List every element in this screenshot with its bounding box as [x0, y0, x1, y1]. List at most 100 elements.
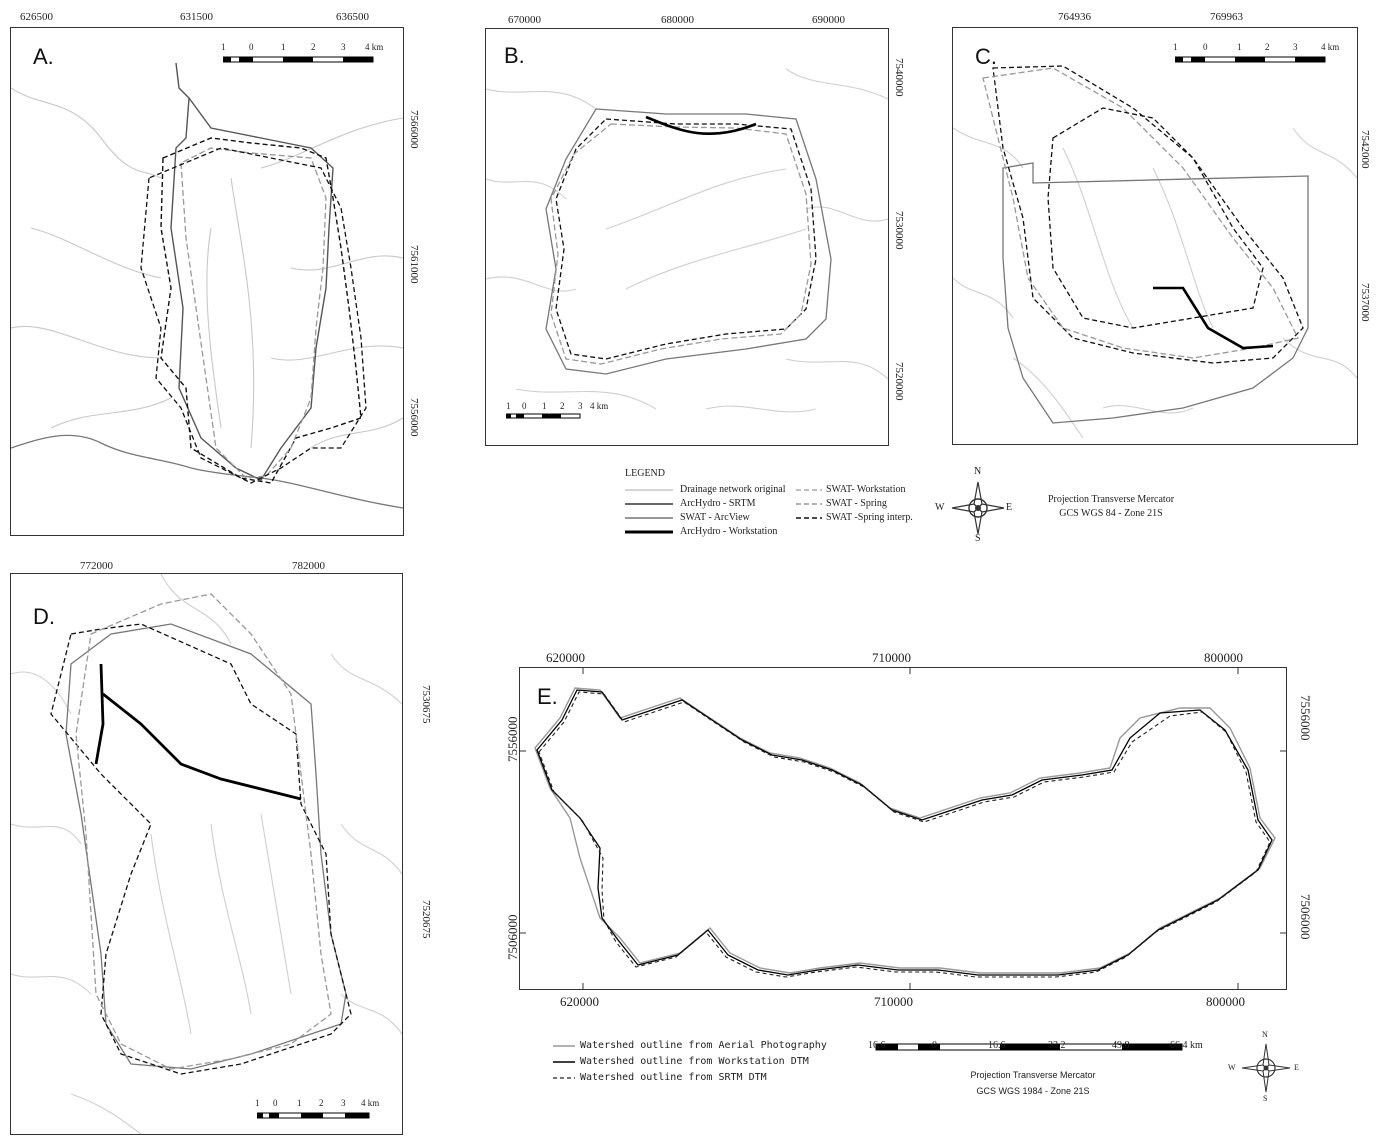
scale-bar-graphic — [1175, 56, 1326, 63]
scale-bar: 1 0 1 2 3 4 km — [1173, 42, 1345, 68]
swat-spring-interp-outline — [50, 623, 352, 1075]
panel-c-x-tick: 764936 — [1058, 11, 1091, 23]
panel-label: B. — [504, 43, 525, 68]
map-panel-d: D. 1 0 1 2 3 4 km — [10, 573, 403, 1135]
projection-line: Projection Transverse Mercator — [970, 1070, 1096, 1080]
swat-spring-outline — [140, 147, 367, 484]
map-panel-e: E. — [519, 667, 1287, 990]
scale-bar: 16.6 0 16.6 33.2 49.8 66.4 km — [868, 1040, 1203, 1051]
panel-a-y-tick: 7561000 — [408, 245, 420, 284]
panel-e-x-tick-bottom: 710000 — [874, 994, 913, 1009]
compass-rose-icon — [951, 481, 1005, 535]
panel-a-x-tick: 636500 — [336, 11, 369, 23]
archydro-workstation-outline — [94, 663, 302, 801]
swat-workstation-outline — [180, 147, 327, 479]
legend-item: Watershed outline from Aerial Photograph… — [580, 1040, 827, 1051]
panel-b-y-tick: 7530000 — [893, 211, 905, 250]
panel-a-y-tick: 7556000 — [408, 398, 420, 437]
swat-spring-interp-outline — [160, 137, 362, 484]
scale-bar: 1 0 1 2 3 4 km — [255, 1098, 397, 1124]
panel-c-y-tick: 7542000 — [1359, 130, 1371, 169]
swat-workstation-outline — [75, 593, 332, 1070]
legend-title: LEGEND — [625, 468, 665, 479]
legend-item: SWAT - Spring — [826, 498, 887, 509]
panel-b-y-tick: 7540000 — [893, 58, 905, 97]
drainage-network — [953, 127, 1357, 439]
panel-d-y-tick: 7530675 — [420, 685, 432, 724]
map-panel-a: A. 1 0 1 2 3 4 km — [10, 27, 404, 536]
map-e-canvas — [520, 668, 1286, 989]
scale-bar-graphic — [257, 1112, 370, 1119]
panel-a-y-tick: 7566000 — [408, 110, 420, 149]
panel-label: C. — [975, 44, 997, 69]
scale-bar-graphic — [506, 413, 581, 419]
graticule-ticks — [520, 668, 1286, 989]
panel-b-y-tick: 7520000 — [893, 362, 905, 401]
scale-bar-graphic — [223, 56, 374, 63]
swat-spring-interp-outline — [555, 118, 817, 360]
panel-d-x-tick: 782000 — [292, 560, 325, 572]
panel-d-y-tick: 7520675 — [420, 900, 432, 939]
compass-rose-icon — [1241, 1043, 1291, 1093]
panel-label: D. — [33, 604, 55, 629]
swat-arcview-outline — [545, 108, 832, 375]
swat-arcview-outline — [1002, 162, 1309, 424]
panel-e-x-tick-top: 800000 — [1204, 650, 1243, 665]
drainage-network — [11, 87, 403, 449]
legend-item: Watershed outline from Workstation DTM — [580, 1056, 809, 1067]
outline-aerial-photography — [534, 687, 1276, 974]
panel-e-y-tick-left: 7556000 — [505, 716, 520, 763]
map-a-canvas — [11, 62, 403, 509]
panel-a-x-tick: 631500 — [180, 11, 213, 23]
map-d-canvas — [11, 574, 402, 1134]
panel-b-x-tick: 670000 — [508, 14, 541, 26]
drainage-network — [486, 68, 888, 413]
scale-bar: 1 0 1 2 3 4 km — [506, 401, 616, 427]
map-panel-b: B. 1 0 1 2 3 4 km — [485, 28, 889, 446]
panel-e-x-tick-bottom: 800000 — [1206, 994, 1245, 1009]
drainage-network — [11, 574, 402, 1134]
legend-item: SWAT -Spring interp. — [826, 512, 913, 523]
legend-item: Drainage network original — [680, 484, 786, 495]
legend-item: SWAT- Workstation — [826, 484, 906, 495]
panel-e-y-tick-right: 7506000 — [1298, 894, 1313, 940]
outline-workstation-dtm — [536, 689, 1273, 976]
panel-c-y-tick: 7537000 — [1359, 283, 1371, 322]
swat-spring-interp-outline — [992, 65, 1304, 364]
panel-c-x-tick: 769963 — [1210, 11, 1243, 23]
swat-arcview-outline — [65, 623, 347, 1070]
legend-right-swatches — [796, 489, 822, 519]
legend-item: Watershed outline from SRTM DTM — [580, 1072, 767, 1083]
outline-srtm-dtm — [538, 691, 1271, 978]
swat-workstation-outline — [550, 123, 812, 365]
drainage-main-river — [11, 434, 403, 509]
map-panel-c: C. 1 0 1 2 3 4 km — [952, 27, 1358, 445]
panel-b-x-tick: 690000 — [812, 14, 845, 26]
panel-e-x-tick-bottom: 620000 — [560, 994, 599, 1009]
map-b-canvas — [486, 68, 888, 413]
legend-item: SWAT - ArcView — [680, 512, 750, 523]
panel-e-y-tick-right: 7556000 — [1298, 695, 1313, 741]
map-c-canvas — [953, 65, 1357, 439]
swat-workstation-outline — [982, 67, 1299, 359]
panel-e-x-tick-top: 710000 — [872, 650, 911, 665]
panel-label: A. — [33, 44, 54, 69]
panel-e-legend-swatches — [553, 1045, 575, 1079]
panel-b-x-tick: 680000 — [661, 14, 694, 26]
panel-a-x-tick: 626500 — [20, 11, 53, 23]
archydro-srtm-outline — [170, 62, 334, 481]
archydro-workstation-outline — [1153, 286, 1274, 350]
panel-d-x-tick: 772000 — [80, 560, 113, 572]
scale-bar-graphic — [875, 1043, 1183, 1051]
scale-bar: 1 0 1 2 3 4 km — [221, 42, 383, 68]
archydro-workstation-outline — [645, 115, 757, 136]
panel-label: E. — [537, 684, 558, 709]
legend-item: ArcHydro - Workstation — [680, 526, 778, 537]
swat-spring-outline — [1047, 107, 1264, 329]
legend-left-swatches — [625, 489, 673, 534]
legend-item: ArcHydro - SRTM — [680, 498, 756, 509]
panel-e-x-tick-top: 620000 — [546, 650, 585, 665]
projection-line: Projection Transverse Mercator — [1047, 494, 1175, 505]
projection-line: GCS WGS 1984 - Zone 21S — [976, 1086, 1090, 1096]
projection-line: GCS WGS 84 - Zone 21S — [1059, 508, 1163, 519]
